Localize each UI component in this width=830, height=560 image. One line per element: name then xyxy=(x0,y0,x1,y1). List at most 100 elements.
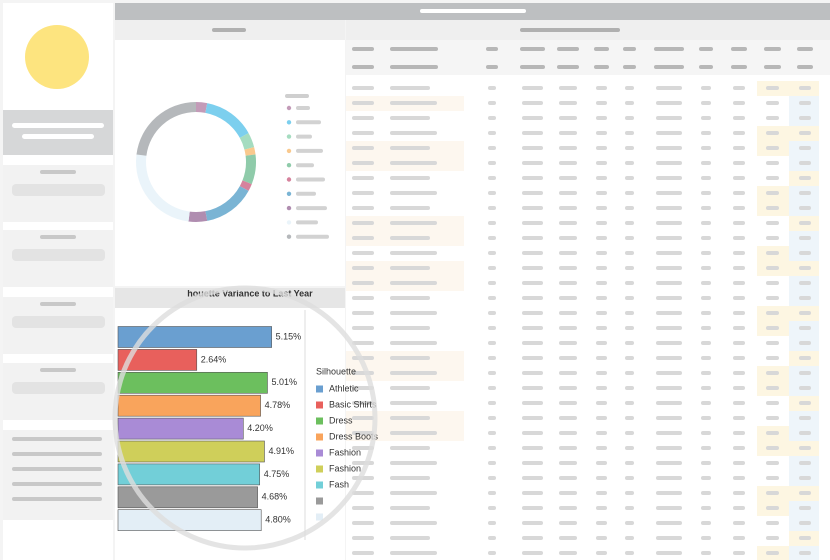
placeholder xyxy=(733,371,745,375)
placeholder xyxy=(296,120,321,125)
placeholder xyxy=(390,131,437,135)
placeholder xyxy=(352,116,374,120)
placeholder xyxy=(522,521,543,525)
placeholder xyxy=(623,47,636,51)
placeholder xyxy=(522,536,543,540)
placeholder xyxy=(733,116,745,120)
placeholder xyxy=(701,536,711,540)
placeholder xyxy=(390,281,437,285)
placeholder xyxy=(559,191,577,195)
placeholder xyxy=(701,161,711,165)
placeholder xyxy=(733,266,745,270)
placeholder xyxy=(40,235,76,239)
data-label: 4.68% xyxy=(262,492,288,502)
placeholder xyxy=(352,416,374,420)
placeholder xyxy=(701,491,711,495)
placeholder xyxy=(352,311,374,315)
placeholder xyxy=(352,191,374,195)
placeholder xyxy=(596,296,607,300)
placeholder xyxy=(596,281,607,285)
placeholder xyxy=(559,146,577,150)
placeholder xyxy=(656,506,682,510)
placeholder xyxy=(596,446,607,450)
placeholder xyxy=(733,161,745,165)
placeholder xyxy=(733,131,745,135)
placeholder xyxy=(488,86,496,90)
data-label: 4.20% xyxy=(247,423,273,433)
placeholder xyxy=(596,101,607,105)
placeholder xyxy=(596,476,607,480)
placeholder xyxy=(352,386,374,390)
placeholder xyxy=(766,401,779,405)
placeholder xyxy=(352,491,374,495)
placeholder xyxy=(701,371,711,375)
placeholder xyxy=(656,221,682,225)
placeholder xyxy=(522,101,543,105)
bar xyxy=(117,349,198,371)
placeholder xyxy=(352,506,374,510)
legend-swatch xyxy=(316,385,323,393)
placeholder xyxy=(701,191,711,195)
placeholder xyxy=(733,326,745,330)
placeholder xyxy=(488,251,496,255)
placeholder xyxy=(799,191,811,195)
placeholder xyxy=(596,491,607,495)
placeholder xyxy=(488,476,496,480)
placeholder xyxy=(701,551,711,555)
placeholder xyxy=(390,416,430,420)
placeholder xyxy=(488,506,496,510)
placeholder xyxy=(559,491,577,495)
placeholder xyxy=(522,476,543,480)
placeholder xyxy=(596,461,607,465)
placeholder xyxy=(766,311,779,315)
placeholder xyxy=(596,506,607,510)
placeholder xyxy=(390,65,438,69)
placeholder xyxy=(799,371,811,375)
placeholder xyxy=(656,146,682,150)
placeholder xyxy=(522,161,543,165)
placeholder xyxy=(799,461,811,465)
placeholder xyxy=(559,431,577,435)
placeholder xyxy=(522,236,543,240)
placeholder xyxy=(701,281,711,285)
placeholder xyxy=(40,170,76,174)
placeholder xyxy=(390,116,430,120)
data-label: 5.15% xyxy=(276,331,302,341)
placeholder xyxy=(596,146,607,150)
placeholder xyxy=(656,476,682,480)
placeholder xyxy=(559,176,577,180)
placeholder xyxy=(656,536,682,540)
placeholder xyxy=(656,296,682,300)
placeholder xyxy=(766,371,779,375)
placeholder xyxy=(699,65,713,69)
legend-swatch xyxy=(316,417,323,425)
placeholder xyxy=(625,506,634,510)
placeholder xyxy=(764,47,781,51)
placeholder xyxy=(625,251,634,255)
bar xyxy=(117,371,268,394)
placeholder xyxy=(22,134,94,139)
placeholder xyxy=(12,184,105,196)
legend-dot xyxy=(286,191,292,196)
placeholder xyxy=(733,281,745,285)
placeholder xyxy=(352,161,374,165)
placeholder xyxy=(701,311,711,315)
placeholder xyxy=(522,356,543,360)
placeholder xyxy=(733,356,745,360)
placeholder xyxy=(733,536,745,540)
placeholder xyxy=(766,266,779,270)
placeholder xyxy=(522,206,543,210)
placeholder xyxy=(701,341,711,345)
placeholder xyxy=(352,206,374,210)
placeholder xyxy=(596,86,607,90)
data-label: 4.78% xyxy=(265,400,291,410)
placeholder xyxy=(594,47,609,51)
placeholder xyxy=(40,302,76,306)
legend-label: Athletic xyxy=(329,383,359,393)
placeholder xyxy=(766,251,779,255)
placeholder xyxy=(733,461,745,465)
placeholder xyxy=(522,386,543,390)
placeholder xyxy=(559,416,577,420)
placeholder xyxy=(656,431,682,435)
placeholder xyxy=(799,311,811,315)
